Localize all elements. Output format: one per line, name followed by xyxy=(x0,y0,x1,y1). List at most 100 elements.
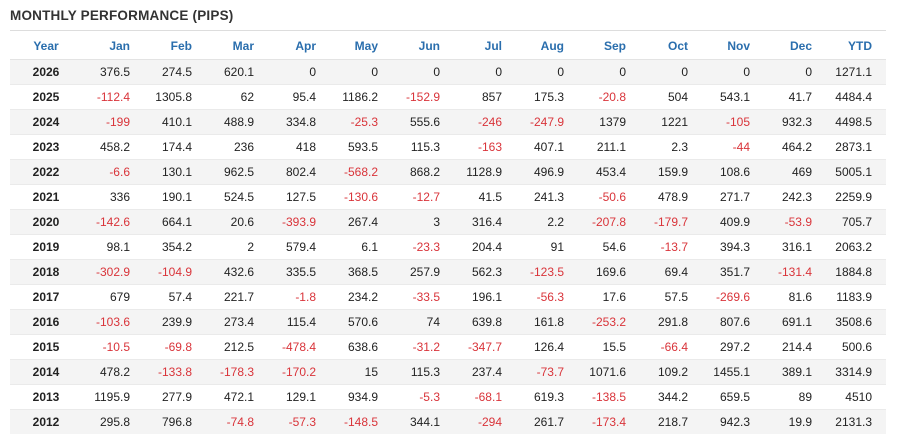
cell-nov: 659.5 xyxy=(702,385,764,410)
cell-ytd: 3314.9 xyxy=(826,360,886,385)
cell-ytd: 4510 xyxy=(826,385,886,410)
column-header-apr: Apr xyxy=(268,33,330,60)
cell-oct: 109.2 xyxy=(640,360,702,385)
cell-year: 2023 xyxy=(10,135,82,160)
cell-aug: -247.9 xyxy=(516,110,578,135)
cell-mar: 212.5 xyxy=(206,335,268,360)
cell-nov: 807.6 xyxy=(702,310,764,335)
cell-apr: 95.4 xyxy=(268,85,330,110)
cell-jul: 857 xyxy=(454,85,516,110)
cell-oct: 291.8 xyxy=(640,310,702,335)
cell-ytd: 2259.9 xyxy=(826,185,886,210)
cell-jun: -152.9 xyxy=(392,85,454,110)
cell-jun: 257.9 xyxy=(392,260,454,285)
cell-jun: -33.5 xyxy=(392,285,454,310)
cell-dec: 389.1 xyxy=(764,360,826,385)
cell-ytd: 4498.5 xyxy=(826,110,886,135)
cell-jun: 344.1 xyxy=(392,410,454,434)
cell-aug: -73.7 xyxy=(516,360,578,385)
cell-aug: 2.2 xyxy=(516,210,578,235)
cell-jun: 868.2 xyxy=(392,160,454,185)
cell-mar: 962.5 xyxy=(206,160,268,185)
cell-oct: 2.3 xyxy=(640,135,702,160)
column-header-aug: Aug xyxy=(516,33,578,60)
cell-nov: 108.6 xyxy=(702,160,764,185)
cell-mar: 524.5 xyxy=(206,185,268,210)
cell-aug: 161.8 xyxy=(516,310,578,335)
cell-dec: 19.9 xyxy=(764,410,826,434)
cell-sep: 453.4 xyxy=(578,160,640,185)
cell-sep: 169.6 xyxy=(578,260,640,285)
cell-sep: 54.6 xyxy=(578,235,640,260)
cell-may: -148.5 xyxy=(330,410,392,434)
cell-jan: -103.6 xyxy=(82,310,144,335)
cell-year: 2017 xyxy=(10,285,82,310)
cell-nov: 297.2 xyxy=(702,335,764,360)
cell-year: 2018 xyxy=(10,260,82,285)
cell-apr: 129.1 xyxy=(268,385,330,410)
cell-may: 267.4 xyxy=(330,210,392,235)
cell-jul: 204.4 xyxy=(454,235,516,260)
cell-mar: -74.8 xyxy=(206,410,268,434)
cell-ytd: 1183.9 xyxy=(826,285,886,310)
cell-apr: 0 xyxy=(268,60,330,85)
cell-sep: -20.8 xyxy=(578,85,640,110)
cell-aug: -123.5 xyxy=(516,260,578,285)
cell-apr: 802.4 xyxy=(268,160,330,185)
cell-feb: 1305.8 xyxy=(144,85,206,110)
monthly-performance-table: Year Jan Feb Mar Apr May Jun Jul Aug Sep… xyxy=(10,33,886,434)
cell-ytd: 5005.1 xyxy=(826,160,886,185)
cell-year: 2016 xyxy=(10,310,82,335)
cell-apr: 115.4 xyxy=(268,310,330,335)
cell-mar: 472.1 xyxy=(206,385,268,410)
cell-nov: 1455.1 xyxy=(702,360,764,385)
column-header-jul: Jul xyxy=(454,33,516,60)
cell-year: 2015 xyxy=(10,335,82,360)
cell-feb: 274.5 xyxy=(144,60,206,85)
cell-oct: -13.7 xyxy=(640,235,702,260)
cell-may: -25.3 xyxy=(330,110,392,135)
cell-jan: -302.9 xyxy=(82,260,144,285)
cell-ytd: 1884.8 xyxy=(826,260,886,285)
cell-dec: -53.9 xyxy=(764,210,826,235)
cell-may: 934.9 xyxy=(330,385,392,410)
cell-jun: -23.3 xyxy=(392,235,454,260)
column-header-feb: Feb xyxy=(144,33,206,60)
cell-may: -568.2 xyxy=(330,160,392,185)
column-header-sep: Sep xyxy=(578,33,640,60)
cell-jul: -68.1 xyxy=(454,385,516,410)
cell-jul: 41.5 xyxy=(454,185,516,210)
cell-apr: 127.5 xyxy=(268,185,330,210)
cell-ytd: 705.7 xyxy=(826,210,886,235)
cell-aug: 175.3 xyxy=(516,85,578,110)
cell-mar: 488.9 xyxy=(206,110,268,135)
cell-aug: 496.9 xyxy=(516,160,578,185)
cell-may: 368.5 xyxy=(330,260,392,285)
cell-nov: 543.1 xyxy=(702,85,764,110)
title-divider xyxy=(10,30,886,31)
cell-jun: 115.3 xyxy=(392,135,454,160)
cell-aug: -56.3 xyxy=(516,285,578,310)
cell-jul: 316.4 xyxy=(454,210,516,235)
cell-jan: 458.2 xyxy=(82,135,144,160)
cell-jun: 3 xyxy=(392,210,454,235)
cell-feb: -69.8 xyxy=(144,335,206,360)
cell-may: 638.6 xyxy=(330,335,392,360)
cell-apr: -57.3 xyxy=(268,410,330,434)
cell-jun: 0 xyxy=(392,60,454,85)
cell-jan: 295.8 xyxy=(82,410,144,434)
column-header-may: May xyxy=(330,33,392,60)
cell-dec: 214.4 xyxy=(764,335,826,360)
cell-dec: 691.1 xyxy=(764,310,826,335)
cell-aug: 241.3 xyxy=(516,185,578,210)
cell-sep: 15.5 xyxy=(578,335,640,360)
cell-jul: 196.1 xyxy=(454,285,516,310)
cell-year: 2025 xyxy=(10,85,82,110)
cell-dec: -131.4 xyxy=(764,260,826,285)
cell-dec: 469 xyxy=(764,160,826,185)
